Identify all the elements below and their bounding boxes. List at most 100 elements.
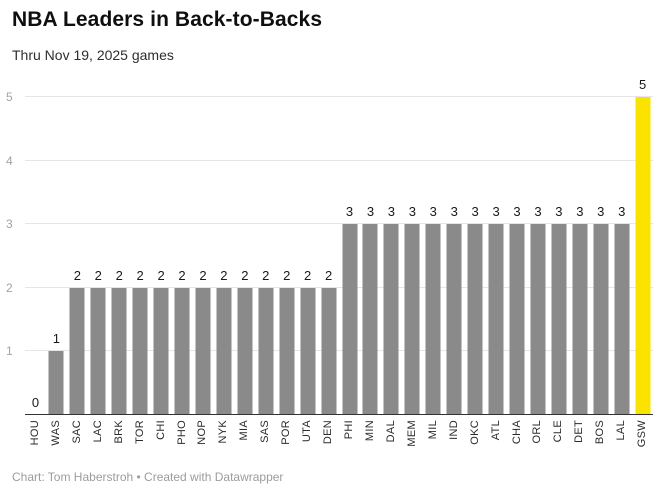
x-tick-cell: NOP (193, 420, 214, 447)
x-axis-tick-label: CHI (154, 420, 167, 440)
x-tick-cell: CHI (151, 420, 172, 447)
bar-column-nop: 2 (193, 97, 214, 415)
x-axis-tick-label: OKC (468, 420, 481, 445)
x-tick-cell: HOU (25, 420, 46, 447)
bar-column-hou: 0 (25, 97, 46, 415)
x-axis-tick-label: BOS (594, 420, 607, 445)
bar-value-label: 3 (408, 204, 416, 220)
y-axis-tick-label: 2 (6, 280, 13, 295)
bar-mem (404, 224, 420, 415)
x-tick-cell: PHO (172, 420, 193, 447)
y-axis-tick-label: 3 (6, 217, 13, 232)
bar-value-label: 2 (304, 267, 312, 283)
bar-column-orl: 3 (528, 97, 549, 415)
x-axis-tick-label: PHO (175, 420, 188, 445)
bar-atl (488, 224, 504, 415)
x-tick-cell: TOR (130, 420, 151, 447)
x-axis-tick-label: ATL (489, 420, 502, 441)
x-tick-cell: CLE (548, 420, 569, 447)
bar-den (321, 287, 337, 415)
x-axis-labels: HOU WAS SAC LAC BRK TOR CHI PHO NOP NYK MIA SAS POR U… (25, 420, 653, 447)
x-axis-tick-label: DEN (322, 420, 335, 445)
y-axis-tick-label: 5 (6, 90, 13, 104)
bar-column-cha: 3 (507, 97, 528, 415)
x-axis-tick-label: DET (573, 420, 586, 443)
x-axis-tick-label: MIL (426, 420, 439, 440)
x-axis-tick-label: MEM (405, 420, 418, 447)
bar-value-label: 3 (492, 204, 500, 220)
x-tick-cell: LAC (88, 420, 109, 447)
bar-nop (195, 287, 211, 415)
bar-column-dal: 3 (381, 97, 402, 415)
bar-column-mil: 3 (423, 97, 444, 415)
x-tick-cell: NYK (213, 420, 234, 447)
x-tick-cell: LAL (611, 420, 632, 447)
bar-okc (467, 224, 483, 415)
bar-column-uta: 2 (297, 97, 318, 415)
bar-lal (614, 224, 630, 415)
x-axis-tick-label: WAS (49, 420, 62, 446)
y-axis-tick-label: 4 (6, 153, 13, 168)
bar-value-label: 2 (94, 267, 102, 283)
bar-column-lac: 2 (88, 97, 109, 415)
bar-bos (593, 224, 609, 415)
bar-column-bos: 3 (590, 97, 611, 415)
bar-value-label: 3 (534, 204, 542, 220)
bar-value-label: 3 (513, 204, 521, 220)
x-tick-cell: POR (276, 420, 297, 447)
bar-column-chi: 2 (151, 97, 172, 415)
x-tick-cell: BOS (590, 420, 611, 447)
bar-column-phi: 3 (339, 97, 360, 415)
x-axis-tick-label: UTA (301, 420, 314, 443)
x-axis-line (25, 414, 653, 415)
bar-value-label: 2 (199, 267, 207, 283)
bar-column-min: 3 (360, 97, 381, 415)
bar-value-label: 3 (366, 204, 375, 220)
x-axis-tick-label: NYK (217, 420, 230, 444)
bar-value-label: 2 (73, 267, 81, 283)
x-tick-cell: WAS (46, 420, 67, 447)
bar-value-label: 5 (639, 77, 647, 92)
x-axis-tick-label: ORL (531, 420, 544, 444)
bar-brk (111, 287, 127, 415)
bar-column-nyk: 2 (213, 97, 234, 415)
bar-column-tor: 2 (130, 97, 151, 415)
chart-subtitle: Thru Nov 19, 2025 games (12, 47, 174, 63)
x-tick-cell: DAL (381, 420, 402, 447)
bar-column-mem: 3 (402, 97, 423, 415)
bar-sas (258, 287, 274, 415)
bar-column-mia: 2 (234, 97, 255, 415)
bar-value-label: 1 (52, 331, 61, 347)
bar-column-was: 1 (46, 97, 67, 415)
x-tick-cell: MIA (234, 420, 255, 447)
bar-value-label: 2 (157, 267, 165, 283)
bar-value-label: 2 (220, 267, 228, 283)
bar-column-cle: 3 (548, 97, 569, 415)
bar-orl (530, 224, 546, 415)
x-axis-tick-label: PHI (343, 420, 356, 440)
bar-value-label: 3 (471, 204, 479, 220)
x-axis-tick-label: GSW (636, 420, 649, 448)
bar-value-label: 2 (136, 267, 144, 283)
x-axis-tick-label: LAL (615, 420, 628, 441)
bar-cle (551, 224, 567, 415)
bar-value-label: 2 (262, 267, 270, 283)
x-axis-tick-label: CLE (552, 420, 565, 443)
x-tick-cell: PHI (339, 420, 360, 447)
bar-value-label: 2 (283, 267, 291, 283)
x-tick-cell: DET (569, 420, 590, 447)
x-tick-cell: SAC (67, 420, 88, 447)
bar-mil (425, 224, 441, 415)
bar-por (279, 287, 295, 415)
bar-value-label: 0 (31, 395, 40, 410)
bar-column-sas: 2 (255, 97, 276, 415)
bar-value-label: 3 (429, 204, 437, 220)
bar-value-label: 3 (597, 204, 605, 220)
x-tick-cell: SAS (255, 420, 276, 447)
x-tick-cell: UTA (297, 420, 318, 447)
bar-phi (342, 224, 358, 415)
bar-column-sac: 2 (67, 97, 88, 415)
bar-cha (509, 224, 525, 415)
gridline-y-2 (25, 286, 653, 288)
